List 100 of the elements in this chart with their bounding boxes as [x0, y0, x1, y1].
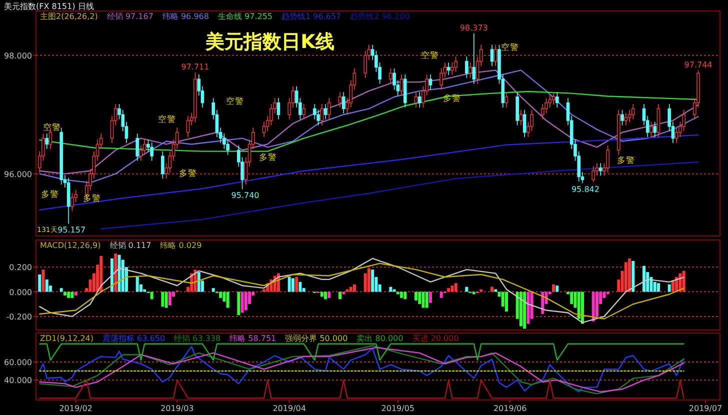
bar: [418, 292, 422, 304]
bar: [526, 292, 530, 324]
annotation: 多警: [617, 155, 635, 166]
bar: [465, 286, 468, 292]
candlestick: [338, 92, 342, 108]
candlestick: [653, 121, 657, 138]
annotation: 多警: [259, 152, 277, 163]
bar: [450, 286, 454, 292]
annotation: 空警: [501, 42, 519, 53]
bar: [592, 292, 595, 322]
legend-title: MACD(12,26,9): [40, 241, 101, 250]
bar: [328, 292, 331, 298]
y-tick-label: 40.000: [4, 376, 32, 386]
bar: [392, 289, 396, 292]
candlestick: [45, 133, 49, 150]
y-tick-label: 96.000: [4, 170, 32, 179]
text: 买进 20.000: [412, 334, 459, 343]
annotation: 多警: [443, 93, 461, 104]
bar: [367, 268, 370, 292]
candlestick: [262, 121, 266, 138]
bar: [168, 292, 172, 306]
bar: [425, 292, 428, 308]
bar: [320, 292, 324, 297]
candlestick: [656, 104, 660, 138]
candlestick: [548, 94, 552, 108]
candlestick: [276, 98, 280, 120]
bar: [504, 292, 508, 312]
candlestick: [494, 44, 498, 66]
candlestick: [490, 44, 494, 66]
bar: [197, 272, 200, 292]
bar: [74, 292, 78, 296]
candlestick: [631, 104, 635, 120]
bar: [624, 262, 628, 292]
bar: [428, 292, 432, 303]
bar: [349, 286, 352, 292]
candlestick: [400, 74, 404, 96]
y-tick-label: 98.000: [4, 51, 32, 60]
candlestick: [418, 92, 422, 108]
x-tick-label: 2019/06: [493, 404, 527, 413]
x-tick-label: 2019/02: [59, 404, 92, 413]
bar: [422, 292, 425, 308]
candlestick: [628, 109, 632, 123]
bar: [346, 289, 349, 292]
x-tick-label: 2019/05: [381, 404, 415, 413]
annotation: 空警: [226, 96, 244, 107]
y-tick-label: -0.200: [6, 312, 32, 322]
candlestick: [414, 92, 418, 108]
text: 纬略 0.029: [160, 241, 202, 250]
bar: [161, 292, 164, 307]
annotation: 多警: [83, 193, 101, 204]
candlestick: [324, 104, 328, 120]
bar: [136, 276, 139, 292]
bar: [523, 292, 526, 329]
legend-title: ZD1(9,12,24): [40, 334, 94, 343]
annotation: 多警: [179, 168, 197, 179]
bar: [67, 292, 70, 298]
annotation: 95.740: [231, 191, 260, 200]
text: 强弱分界 50.000: [285, 334, 348, 343]
bar: [100, 256, 103, 292]
bar: [371, 270, 374, 292]
annotation: 多警: [41, 189, 59, 200]
bar: [682, 270, 686, 292]
candlestick: [186, 115, 190, 138]
bar: [580, 292, 584, 324]
bar: [656, 283, 660, 292]
bar: [70, 292, 74, 298]
y-tick-label: 0.000: [9, 288, 32, 297]
bar: [60, 288, 63, 292]
bar: [164, 292, 168, 308]
bar: [291, 278, 294, 292]
bar: [447, 288, 450, 292]
bar: [38, 274, 42, 292]
bar: [150, 292, 154, 300]
bar: [480, 289, 483, 292]
bar: [240, 292, 244, 313]
bar: [219, 292, 222, 298]
candlestick: [446, 62, 450, 76]
bar: [244, 292, 248, 310]
legend-title: 主图2(26,26,2): [40, 12, 98, 21]
y-tick-label: 60.000: [4, 358, 32, 367]
annotation: 95.157: [58, 226, 86, 235]
text: 美元指数日K线: [204, 31, 334, 53]
candlestick: [555, 92, 559, 108]
candlestick: [342, 92, 346, 114]
text: 趋势线1 96.657: [282, 12, 342, 21]
bar: [668, 284, 671, 292]
candlestick: [472, 32, 476, 84]
bar: [556, 286, 559, 292]
y-tick-label: 0.200: [9, 263, 32, 272]
bar: [63, 292, 66, 296]
bar: [324, 292, 328, 300]
bar: [400, 292, 404, 298]
candlestick: [327, 98, 331, 120]
bar: [338, 292, 342, 300]
annotation: 95.842: [571, 185, 600, 194]
annotation: 空警: [421, 50, 439, 61]
bar: [404, 292, 407, 300]
x-tick-label: 2019/07: [688, 404, 722, 413]
text: 趋势线2 96.200: [350, 12, 410, 21]
candlestick: [142, 139, 146, 156]
